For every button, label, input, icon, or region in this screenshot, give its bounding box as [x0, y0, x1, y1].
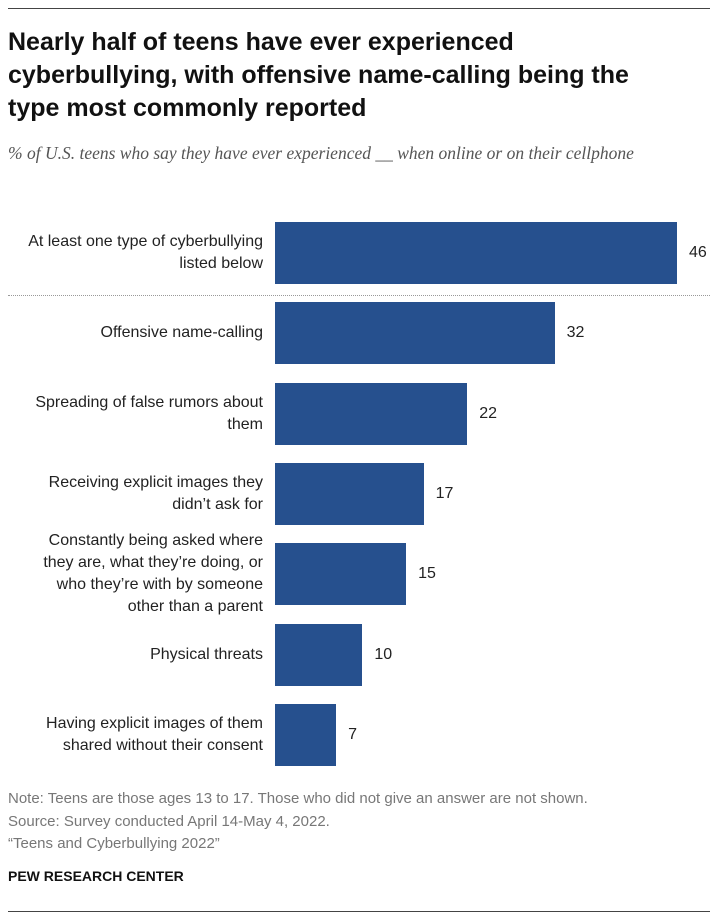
source: PEW RESEARCH CENTER	[8, 868, 184, 884]
chart-subtitle: % of U.S. teens who say they have ever e…	[8, 143, 634, 163]
category-label: Spreading of false rumors about them	[35, 393, 263, 433]
value-label: 10	[374, 645, 393, 663]
bar	[275, 623, 363, 686]
bar	[275, 382, 468, 445]
value-label: 46	[689, 244, 707, 261]
value-label: 22	[479, 404, 498, 422]
value-label: 7	[348, 725, 358, 743]
value-label: 32	[566, 324, 585, 342]
bottom-rule	[8, 911, 710, 912]
bar	[275, 462, 424, 525]
category-label: Offensive name-calling	[100, 324, 263, 342]
note: Note: Teens are those ages 13 to 17. Tho…	[8, 790, 588, 807]
top-rule	[8, 8, 710, 9]
separator	[8, 295, 710, 296]
category-label: Constantly being asked where they are, w…	[43, 532, 263, 616]
value-label: 15	[418, 565, 436, 583]
category-label: At least one type of cyberbullying liste…	[28, 233, 263, 272]
bar	[275, 543, 407, 606]
chart-title: Nearly half of teens have ever experienc…	[8, 28, 629, 122]
category-label: Having explicit images of them shared wi…	[46, 714, 263, 754]
category-label: Physical threats	[150, 645, 263, 663]
category-label: Receiving explicit images they didn’t as…	[48, 473, 263, 513]
bar	[275, 703, 337, 766]
bar	[275, 302, 555, 365]
bar	[275, 222, 677, 284]
value-label: 17	[435, 484, 454, 502]
note: “Teens and Cyberbullying 2022”	[8, 835, 220, 852]
note: Source: Survey conducted April 14-May 4,…	[8, 812, 330, 830]
